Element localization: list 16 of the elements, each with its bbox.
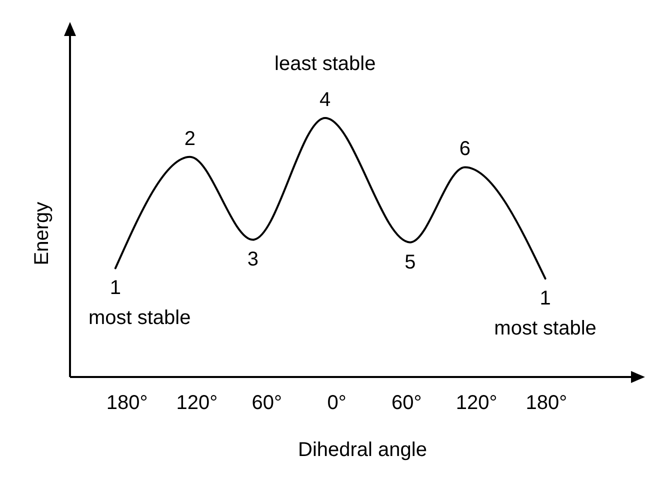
x-tick-label: 0° — [327, 392, 346, 414]
annotation: 3 — [247, 248, 258, 271]
x-tick-label: 60° — [252, 392, 282, 414]
x-tick-label: 180° — [526, 392, 568, 414]
x-axis-title: Dihedral angle — [298, 439, 427, 461]
x-tick-label: 120° — [456, 392, 498, 414]
annotation: 5 — [404, 251, 416, 274]
annotation: 1 most stable — [494, 288, 596, 340]
annotation: 1 most stable — [88, 277, 191, 330]
annotation: 2 — [184, 128, 196, 150]
x-tick-label: 180° — [106, 392, 148, 414]
annotation: least stable 4 — [274, 53, 376, 111]
x-tick-label: 120° — [176, 392, 218, 414]
y-axis-title: Energy — [31, 202, 53, 266]
x-tick-label: 60° — [392, 392, 422, 414]
annotation: 6 — [459, 138, 470, 160]
